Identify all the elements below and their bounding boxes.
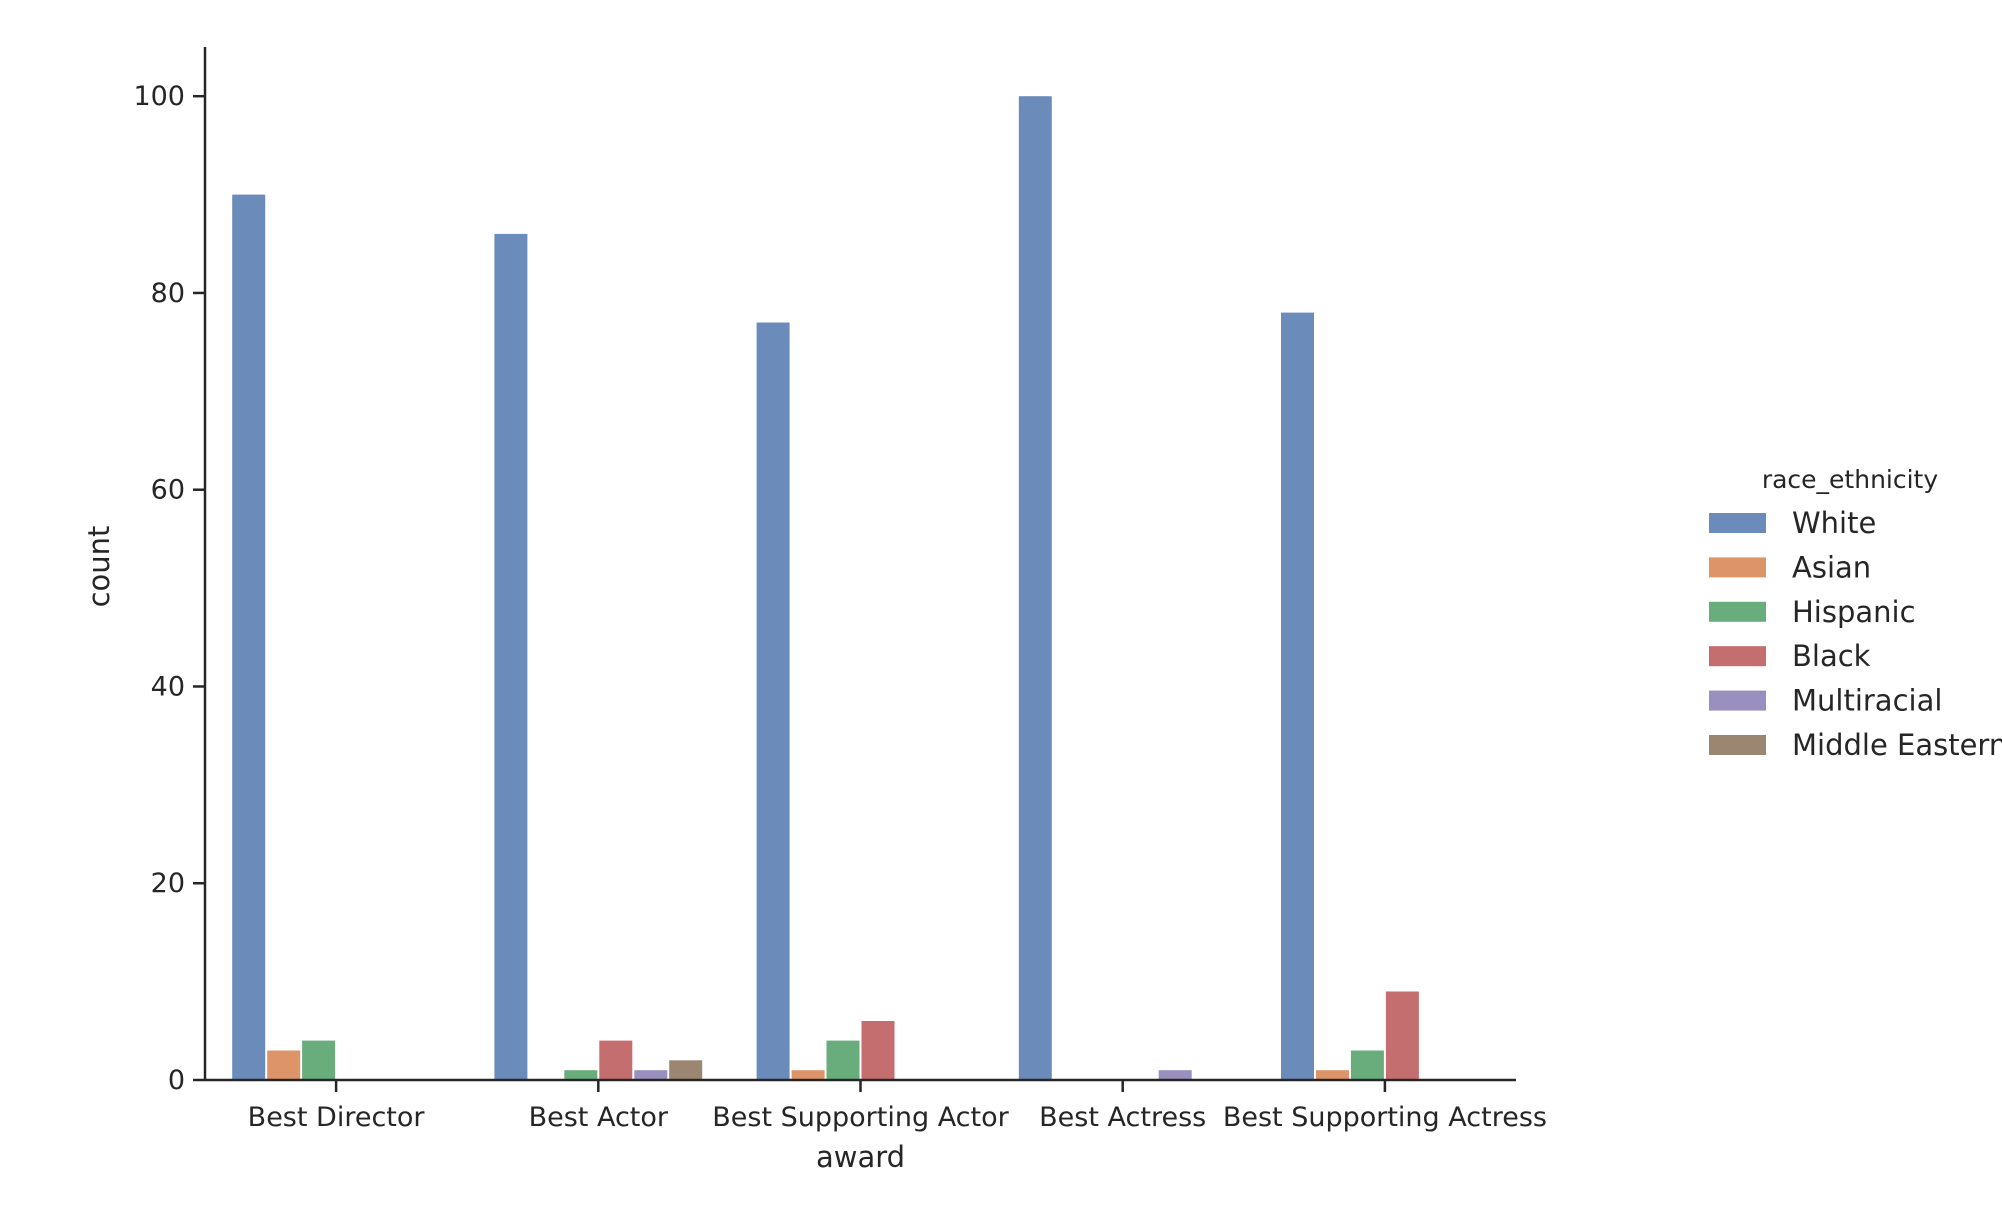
y-tick-label: 20 — [151, 868, 185, 899]
bar-black-2 — [861, 1021, 895, 1080]
bar-asian-2 — [791, 1070, 825, 1080]
x-tick-label: Best Supporting Actor — [712, 1102, 1009, 1133]
x-tick-label: Best Director — [248, 1102, 426, 1133]
y-tick-label: 0 — [168, 1065, 185, 1096]
legend-title: race_ethnicity — [1762, 465, 1939, 494]
x-axis-label: award — [816, 1140, 905, 1174]
x-tick-label: Best Actress — [1039, 1102, 1206, 1133]
bars-group — [232, 96, 1419, 1081]
bar-hispanic-1 — [564, 1070, 598, 1080]
legend-label-asian: Asian — [1792, 550, 1871, 584]
bar-multiracial-1 — [634, 1070, 668, 1080]
bar-hispanic-0 — [302, 1040, 336, 1080]
y-tick-label: 40 — [151, 671, 185, 702]
bar-asian-4 — [1316, 1070, 1349, 1080]
bar-asian-0 — [267, 1050, 301, 1080]
legend-label-hispanic: Hispanic — [1792, 595, 1916, 629]
y-tick-label: 100 — [133, 81, 185, 112]
y-tick-label: 60 — [151, 475, 185, 506]
bar-middle-eastern-1 — [669, 1060, 703, 1080]
legend-label-middle-eastern: Middle Eastern — [1792, 728, 2002, 762]
legend-swatch-hispanic — [1709, 601, 1766, 622]
y-tick-label: 80 — [151, 278, 185, 309]
legend-label-black: Black — [1792, 639, 1871, 673]
legend-swatch-middle-eastern — [1709, 735, 1766, 755]
legend: race_ethnicity White Asian Hispanic Black Mu… — [1709, 465, 2002, 762]
legend-swatch-asian — [1709, 557, 1766, 578]
legend-swatch-multiracial — [1709, 690, 1766, 711]
axes-group: 0 20 40 60 80 100 Best Director Best Actor Best … — [133, 47, 1547, 1133]
bar-white-2 — [756, 322, 790, 1080]
x-tick-label: Best Actor — [529, 1102, 669, 1133]
x-tick-label: Best Supporting Actress — [1223, 1102, 1547, 1133]
bar-white-4 — [1281, 312, 1314, 1081]
bar-black-4 — [1385, 991, 1419, 1080]
legend-swatch-black — [1709, 646, 1766, 667]
y-axis-label: count — [82, 526, 116, 608]
legend-swatch-white — [1709, 513, 1766, 533]
bar-white-1 — [494, 233, 528, 1080]
bar-white-3 — [1018, 96, 1052, 1080]
legend-label-multiracial: Multiracial — [1792, 684, 1942, 718]
bar-multiracial-3 — [1158, 1070, 1192, 1080]
bar-black-1 — [599, 1040, 633, 1080]
bar-white-0 — [232, 194, 266, 1081]
legend-label-white: White — [1792, 506, 1876, 540]
bar-hispanic-4 — [1350, 1050, 1384, 1080]
bar-hispanic-2 — [826, 1040, 860, 1080]
